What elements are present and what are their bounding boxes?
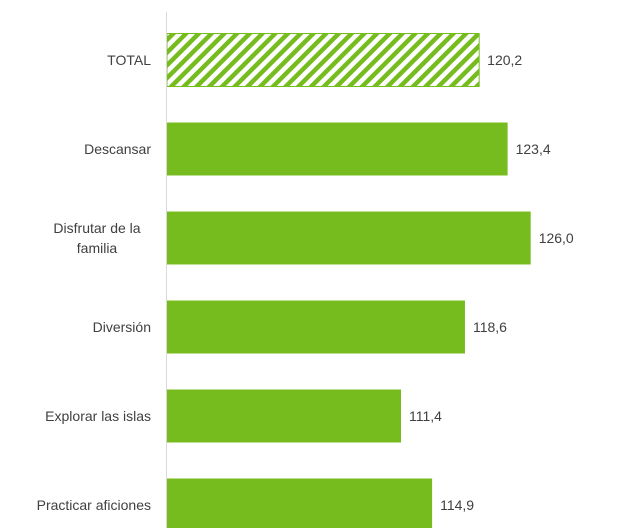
category-label-line: familia [77, 240, 118, 256]
bar-1 [167, 122, 508, 176]
value-label-4: 111,4 [409, 408, 442, 424]
category-label-2: Disfrutar de la familia [53, 220, 140, 256]
category-label-line: Diversión [93, 319, 151, 335]
bar-5 [167, 478, 433, 528]
bar-0 [166, 33, 480, 87]
category-label-1: Descansar [84, 141, 151, 157]
category-label-4: Explorar las islas [45, 408, 151, 424]
value-label-2: 126,0 [539, 230, 574, 246]
category-label-line: Disfrutar de la [53, 220, 140, 236]
category-label-0: TOTAL [107, 52, 151, 68]
category-label-line: Practicar aficiones [37, 497, 151, 513]
value-label-0: 120,2 [487, 52, 522, 68]
value-label-3: 118,6 [473, 319, 507, 335]
bar-4 [167, 389, 402, 443]
category-label-line: TOTAL [107, 52, 151, 68]
category-label-line: Explorar las islas [45, 408, 151, 424]
value-label-5: 114,9 [440, 497, 474, 513]
category-label-line: Descansar [84, 141, 151, 157]
value-label-1: 123,4 [516, 141, 551, 157]
category-label-3: Diversión [93, 319, 151, 335]
bar-3 [167, 300, 465, 354]
category-label-5: Practicar aficiones [37, 497, 151, 513]
bar-2 [167, 211, 531, 265]
